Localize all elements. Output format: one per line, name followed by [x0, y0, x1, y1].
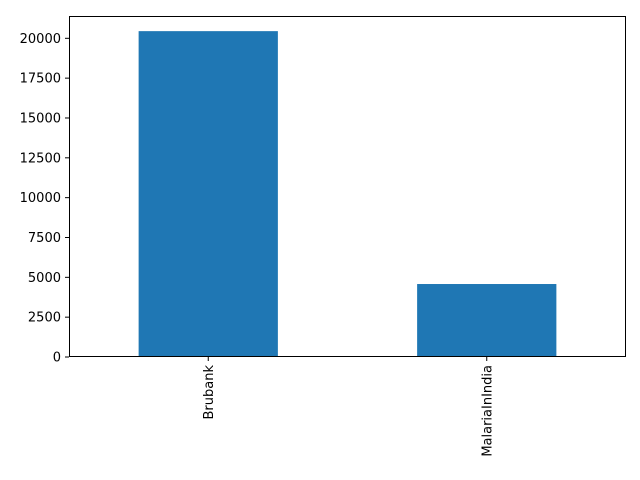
x-tick-label: Brubank — [202, 365, 217, 420]
x-tick-label: MalariaInIndia — [480, 365, 495, 457]
bar-brubank — [138, 31, 278, 358]
y-tick-label: 7500 — [28, 231, 61, 246]
y-tick-label: 20000 — [20, 32, 61, 47]
bars-group — [138, 31, 557, 358]
y-tick-label: 10000 — [20, 191, 61, 206]
y-tick-label: 15000 — [20, 111, 61, 126]
x-axis: Brubank MalariaInIndia — [202, 357, 495, 457]
plot-frame — [69, 16, 626, 357]
bar-malariainindia — [417, 284, 557, 357]
y-tick-label: 17500 — [20, 72, 61, 87]
y-tick-label: 0 — [53, 351, 61, 366]
y-axis: 0 2500 5000 7500 10000 12500 15000 17500 20000 — [20, 32, 69, 366]
y-tick-label: 12500 — [20, 151, 61, 166]
y-tick-label: 2500 — [28, 311, 61, 326]
y-tick-label: 5000 — [28, 271, 61, 286]
